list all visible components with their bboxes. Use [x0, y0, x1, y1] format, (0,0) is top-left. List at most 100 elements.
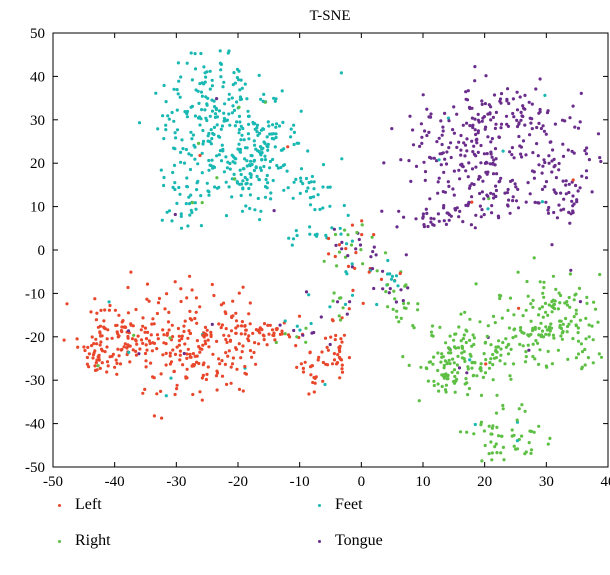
- point-tongue: [463, 154, 467, 158]
- point-feet: [209, 128, 213, 132]
- point-feet: [219, 68, 223, 72]
- point-right: [521, 314, 525, 318]
- point-feet: [174, 136, 178, 140]
- point-tongue: [476, 129, 480, 133]
- point-tongue: [510, 153, 514, 157]
- point-feet: [255, 126, 259, 130]
- point-right: [453, 390, 457, 394]
- point-feet: [259, 209, 263, 213]
- point-left: [177, 339, 181, 343]
- point-feet: [220, 143, 224, 147]
- point-tongue: [455, 206, 459, 210]
- point-tongue: [471, 125, 475, 130]
- point-right: [461, 337, 465, 341]
- point-right: [483, 443, 487, 448]
- point-tongue: [480, 102, 484, 106]
- point-tongue: [486, 194, 490, 198]
- point-left: [215, 339, 219, 343]
- point-feet: [318, 207, 322, 211]
- point-tongue: [369, 255, 373, 259]
- point-right: [509, 377, 513, 381]
- point-left: [167, 310, 171, 314]
- point-left: [141, 324, 145, 328]
- point-right: [444, 383, 448, 387]
- plot-frame: [52, 32, 609, 468]
- point-left: [218, 362, 222, 366]
- point-left: [224, 337, 228, 342]
- point-tongue: [489, 191, 493, 195]
- point-left: [310, 364, 314, 368]
- point-right: [566, 357, 570, 361]
- point-right: [190, 201, 195, 205]
- tsne-scatter-chart: T-SNE -50-40-30-20-100102030405040302010…: [25, 8, 610, 490]
- point-tongue: [524, 153, 528, 157]
- point-right: [237, 105, 241, 109]
- x-tick-label: 10: [416, 474, 431, 490]
- point-feet: [185, 176, 189, 180]
- point-right: [489, 343, 493, 347]
- point-feet: [233, 156, 237, 160]
- point-tongue: [429, 220, 433, 224]
- point-feet: [179, 75, 183, 79]
- point-tongue: [507, 198, 511, 202]
- point-tongue: [546, 109, 550, 113]
- point-feet: [249, 182, 253, 186]
- point-left: [243, 324, 247, 328]
- point-tongue: [435, 159, 439, 163]
- point-feet: [187, 202, 192, 206]
- point-left: [93, 297, 97, 301]
- point-tongue: [583, 149, 587, 153]
- point-feet: [350, 262, 354, 266]
- point-feet: [232, 71, 236, 75]
- legend-item-left: Left: [58, 496, 102, 514]
- point-tongue: [571, 204, 575, 208]
- point-feet: [173, 181, 177, 185]
- point-tongue: [442, 170, 446, 174]
- point-feet: [345, 242, 349, 246]
- point-tongue: [458, 177, 462, 181]
- point-feet: [264, 177, 268, 182]
- point-feet: [171, 185, 175, 189]
- point-left: [333, 338, 337, 342]
- point-left: [187, 329, 191, 333]
- point-feet: [254, 147, 258, 151]
- point-left: [180, 337, 184, 341]
- point-feet: [282, 163, 287, 167]
- point-left: [156, 337, 160, 341]
- point-right: [529, 448, 534, 452]
- point-tongue: [544, 180, 549, 184]
- point-tongue: [533, 200, 537, 204]
- point-tongue: [447, 184, 451, 188]
- point-left: [209, 330, 213, 334]
- point-feet: [179, 212, 183, 216]
- point-right: [490, 426, 494, 430]
- point-right: [440, 352, 444, 356]
- point-feet: [240, 133, 244, 137]
- point-feet: [195, 188, 199, 192]
- point-right: [295, 335, 299, 339]
- point-left: [175, 383, 179, 387]
- point-tongue: [399, 288, 403, 292]
- point-left: [237, 342, 241, 346]
- point-right: [452, 361, 456, 365]
- point-right: [452, 368, 457, 372]
- point-right: [449, 351, 453, 355]
- point-left: [141, 316, 145, 320]
- point-left: [115, 372, 119, 376]
- point-tongue: [542, 129, 547, 133]
- point-right: [472, 336, 476, 340]
- point-tongue: [437, 219, 441, 223]
- point-right: [512, 313, 516, 317]
- point-left: [339, 358, 344, 362]
- point-tongue: [508, 211, 512, 215]
- point-tongue: [482, 197, 486, 201]
- point-feet: [218, 49, 222, 53]
- point-tongue: [438, 152, 442, 156]
- point-left: [188, 309, 192, 313]
- point-feet: [177, 185, 181, 190]
- point-left: [135, 342, 139, 346]
- point-right: [545, 328, 550, 332]
- point-tongue: [444, 162, 449, 166]
- point-feet: [338, 226, 342, 230]
- point-feet: [176, 92, 180, 96]
